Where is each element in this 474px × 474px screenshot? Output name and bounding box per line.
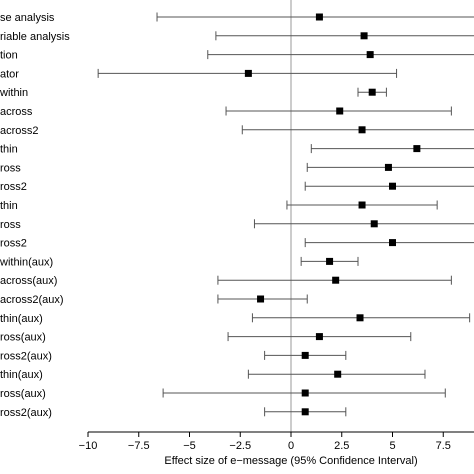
ci-row — [306, 162, 474, 172]
point-estimate — [326, 257, 334, 265]
row-label: ross(aux) — [0, 332, 46, 344]
point-estimate — [366, 51, 374, 59]
x-tick-label: 2.5 — [334, 440, 349, 452]
row-label: across — [0, 106, 33, 118]
ci-row — [215, 31, 474, 41]
x-axis: −10−7.5−5−2.502.557.510 — [79, 431, 474, 452]
x-tick-label: −5 — [183, 440, 196, 452]
row-label: ross2 — [0, 181, 27, 193]
ci-row — [247, 369, 426, 379]
row-label: within(aux) — [0, 256, 53, 268]
row-labels: se analysis riable analysis tion ator within… — [0, 12, 70, 419]
ci-row — [97, 68, 398, 78]
row-label: ross — [0, 219, 21, 231]
point-estimate — [244, 69, 252, 77]
point-estimate — [413, 145, 421, 153]
point-estimate — [257, 295, 265, 303]
point-estimate — [370, 220, 378, 228]
point-estimate — [332, 276, 340, 284]
row-label: thin(aux) — [0, 369, 43, 381]
ci-row — [241, 125, 474, 135]
ci-row — [162, 388, 446, 398]
row-label: within — [0, 87, 28, 99]
row-label: riable analysis — [0, 31, 70, 43]
point-estimate — [384, 163, 392, 171]
ci-row — [304, 181, 474, 191]
point-estimate — [315, 333, 323, 341]
point-estimate — [389, 182, 396, 190]
ci-row — [264, 350, 347, 360]
x-tick-label: −7.5 — [128, 440, 150, 452]
ci-row — [156, 12, 474, 22]
ci-row — [227, 332, 412, 342]
row-label: thin — [0, 144, 18, 156]
row-label: thin — [0, 200, 18, 212]
x-tick-label: 5 — [389, 440, 395, 452]
row-label: ross — [0, 162, 21, 174]
point-estimate — [360, 32, 368, 40]
ci-row — [253, 219, 474, 229]
ci-row — [300, 256, 359, 266]
x-tick-label: −10 — [79, 440, 98, 452]
ci-row — [310, 144, 474, 154]
point-estimate — [301, 389, 309, 397]
ci-row — [225, 106, 452, 116]
x-tick-label: 7.5 — [436, 440, 451, 452]
row-label: ross(aux) — [0, 388, 46, 400]
point-estimate — [315, 13, 323, 21]
ci-row — [286, 200, 438, 210]
point-estimate — [301, 351, 309, 359]
x-tick-label: −2.5 — [229, 440, 251, 452]
point-estimate — [334, 370, 342, 378]
ci-row — [251, 313, 471, 323]
row-label: ross2 — [0, 238, 27, 250]
ci-row — [217, 275, 452, 285]
row-label: ross2(aux) — [0, 407, 52, 419]
row-label: tion — [0, 50, 18, 62]
ci-row — [304, 238, 474, 248]
confidence-intervals — [97, 12, 474, 417]
x-axis-title: Effect size of e−message (95% Confidence… — [164, 455, 417, 467]
point-estimate — [368, 88, 376, 96]
ci-row — [264, 407, 347, 417]
row-label: across(aux) — [0, 275, 57, 287]
point-estimate — [389, 239, 396, 247]
point-estimate — [358, 201, 366, 209]
point-estimate — [356, 314, 364, 322]
row-label: ator — [0, 68, 19, 80]
point-estimate — [301, 408, 309, 416]
ci-row — [217, 294, 308, 304]
row-label: ross2(aux) — [0, 350, 52, 362]
x-tick-label: 0 — [288, 440, 294, 452]
ci-row — [357, 87, 387, 97]
point-estimate — [336, 107, 344, 115]
row-label: across2 — [0, 125, 39, 137]
row-label: se analysis — [0, 12, 55, 24]
ci-row — [207, 50, 474, 60]
row-label: thin(aux) — [0, 313, 43, 325]
row-label: across2(aux) — [0, 294, 64, 306]
point-estimate — [358, 126, 366, 134]
